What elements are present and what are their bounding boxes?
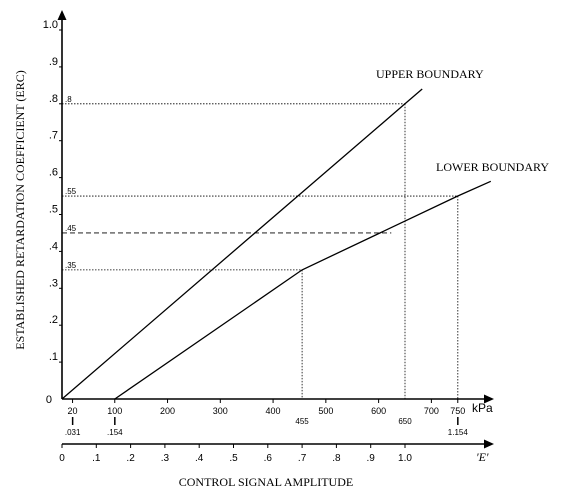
e-tick-label-8: .8 <box>332 453 341 464</box>
sub-label-2: 1.154 <box>448 428 469 437</box>
x-axis-kpa-arrow <box>484 394 494 404</box>
y-tick-label-4: .4 <box>49 240 58 252</box>
special-kpa-label-1: 650 <box>398 417 412 426</box>
kpa-tick-label-6: 600 <box>371 406 386 416</box>
kpa-tick-label-3: 300 <box>213 406 228 416</box>
e-tick-label-6: .6 <box>264 453 273 464</box>
ref-label-3: .35 <box>65 261 77 270</box>
kpa-tick-label-8: 750 <box>450 406 465 416</box>
y-tick-label-0: 0 <box>46 394 52 406</box>
ref-label-1: .55 <box>65 187 77 196</box>
series-lines <box>61 88 492 400</box>
kpa-tick-label-1: 100 <box>107 406 122 416</box>
kpa-tick-label-0: 20 <box>68 406 78 416</box>
y-tick-label-8: .8 <box>49 93 58 105</box>
e-tick-label-3: .3 <box>161 453 170 464</box>
tick-labels: .8 .55 .45 .35 0 .1 .2 .3 .4 .5 .6 .7 .8 .9 1.0 20 100 20… <box>43 19 469 464</box>
e-tick-label-9: .9 <box>367 453 376 464</box>
e-tick-label-2: .2 <box>126 453 135 464</box>
y-tick-label-10: 1.0 <box>43 19 58 31</box>
sub-label-0: .031 <box>65 428 81 437</box>
x-axis-title: CONTROL SIGNAL AMPLITUDE <box>179 475 353 489</box>
e-tick-label-7: .7 <box>298 453 307 464</box>
sub-label-1: .154 <box>107 428 123 437</box>
special-kpa-label-0: 455 <box>295 417 309 426</box>
y-tick-label-1: .1 <box>49 351 58 363</box>
e-tick-label-4: .4 <box>195 453 204 464</box>
kpa-tick-label-2: 200 <box>160 406 175 416</box>
kpa-tick-label-7: 700 <box>424 406 439 416</box>
series-label-lower: LOWER BOUNDARY <box>436 160 549 174</box>
y-tick-label-9: .9 <box>49 56 58 68</box>
y-axis-arrow <box>57 10 67 20</box>
y-tick-label-6: .6 <box>49 167 58 179</box>
kpa-tick-label-5: 500 <box>318 406 333 416</box>
y-axis-title: ESTABLISHED RETARDATION COEFFICIENT (ERC… <box>13 70 27 350</box>
y-tick-label-2: .2 <box>49 314 58 326</box>
y-tick-label-5: .5 <box>49 204 58 216</box>
ref-label-0: .8 <box>65 95 72 104</box>
x-axis-e-arrow <box>484 439 494 449</box>
series-line-1 <box>114 180 492 400</box>
kpa-unit-label: kPa <box>472 401 493 415</box>
tick-marks <box>59 29 459 448</box>
e-tick-label-1: .1 <box>92 453 101 464</box>
e-tick-label-5: .5 <box>229 453 238 464</box>
e-tick-label-0: 0 <box>59 453 65 464</box>
ref-label-2: .45 <box>65 224 77 233</box>
series-line-0 <box>61 88 423 400</box>
kpa-tick-label-4: 400 <box>266 406 281 416</box>
e-tick-label-10: 1.0 <box>398 453 412 464</box>
e-unit-label: 'E' <box>476 450 489 464</box>
y-tick-label-3: .3 <box>49 277 58 289</box>
series-label-upper: UPPER BOUNDARY <box>376 67 484 81</box>
reference-lines <box>62 103 459 399</box>
y-tick-label-7: .7 <box>49 130 58 142</box>
